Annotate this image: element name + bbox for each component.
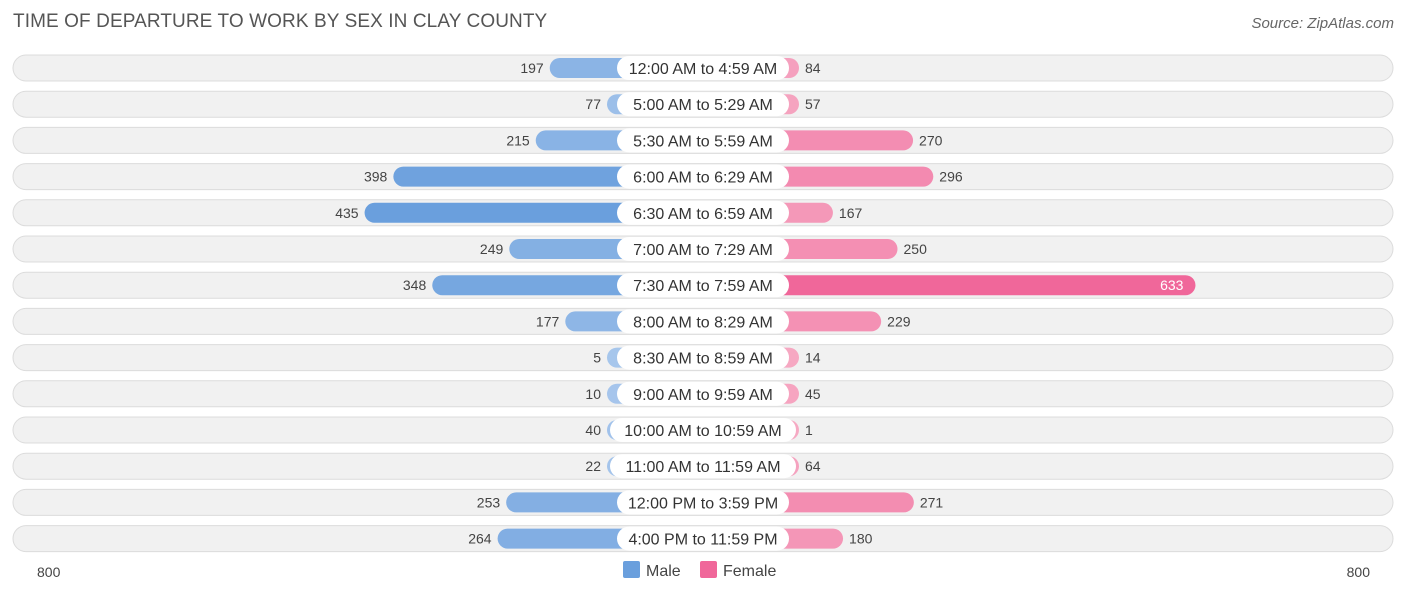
category-label-bg: [617, 200, 789, 225]
female-value-label: 270: [919, 132, 943, 148]
female-value-label: 180: [849, 531, 873, 547]
category-label: 11:00 AM to 11:59 AM: [625, 459, 780, 476]
female-value-label: 271: [920, 494, 944, 510]
male-value-label: 10: [585, 386, 601, 402]
female-value-label: 633: [1160, 277, 1184, 293]
category-label: 8:30 AM to 8:59 AM: [633, 351, 773, 368]
category-label: 6:00 AM to 6:29 AM: [633, 170, 773, 187]
category-label: 7:00 AM to 7:29 AM: [633, 242, 773, 259]
female-value-label: 250: [904, 241, 928, 257]
female-value-label: 64: [805, 458, 821, 474]
category-label: 8:00 AM to 8:29 AM: [633, 314, 773, 331]
category-label-bg: [617, 381, 789, 406]
male-value-label: 215: [506, 132, 530, 148]
category-label: 4:00 PM to 11:59 PM: [628, 532, 777, 549]
category-label-bg: [617, 526, 789, 551]
legend-swatch-female: [700, 561, 717, 578]
category-label-bg: [617, 309, 789, 334]
category-label-bg: [617, 237, 789, 261]
male-value-label: 264: [468, 531, 492, 547]
category-label-bg: [617, 345, 789, 370]
category-label-bg: [617, 273, 789, 298]
male-value-label: 435: [335, 205, 359, 221]
category-label-bg: [617, 128, 789, 153]
female-bar: [703, 275, 1196, 296]
male-value-label: 249: [480, 241, 504, 257]
male-value-label: 22: [585, 458, 601, 474]
category-label-bg: [617, 490, 789, 515]
category-label: 9:00 AM to 9:59 AM: [633, 387, 773, 404]
male-value-label: 197: [520, 60, 544, 76]
male-value-label: 40: [585, 422, 601, 438]
category-label: 10:00 AM to 10:59 AM: [624, 423, 781, 440]
category-label-bg: [617, 164, 789, 189]
female-value-label: 14: [805, 350, 821, 366]
male-value-label: 5: [593, 350, 601, 366]
male-value-label: 398: [364, 169, 388, 185]
male-value-label: 348: [403, 277, 427, 293]
category-label: 5:30 AM to 5:59 AM: [633, 133, 773, 150]
category-label: 12:00 PM to 3:59 PM: [628, 495, 778, 512]
axis-right-label: 800: [1347, 564, 1371, 580]
category-label: 7:30 AM to 7:59 AM: [633, 278, 773, 295]
male-value-label: 253: [477, 494, 501, 510]
category-label: 6:30 AM to 6:59 AM: [633, 206, 773, 223]
category-label-bg: [610, 454, 796, 479]
axis-left-label: 800: [37, 564, 61, 580]
female-value-label: 229: [887, 313, 911, 329]
legend-label-female: Female: [723, 563, 776, 580]
category-label: 5:00 AM to 5:29 AM: [633, 97, 773, 114]
category-label-bg: [617, 56, 789, 80]
category-label-bg: [617, 92, 789, 117]
chart-title: TIME OF DEPARTURE TO WORK BY SEX IN CLAY…: [13, 11, 548, 32]
female-value-label: 167: [839, 205, 863, 221]
female-value-label: 296: [939, 169, 963, 185]
male-value-label: 77: [585, 96, 601, 112]
female-value-label: 57: [805, 96, 821, 112]
category-label: 12:00 AM to 4:59 AM: [629, 61, 778, 78]
chart-source: Source: ZipAtlas.com: [1251, 15, 1394, 32]
legend-label-male: Male: [646, 563, 681, 580]
legend-swatch-male: [623, 561, 640, 578]
female-value-label: 1: [805, 422, 813, 438]
female-value-label: 84: [805, 60, 821, 76]
male-value-label: 177: [536, 313, 560, 329]
category-label-bg: [610, 418, 796, 442]
female-value-label: 45: [805, 386, 821, 402]
